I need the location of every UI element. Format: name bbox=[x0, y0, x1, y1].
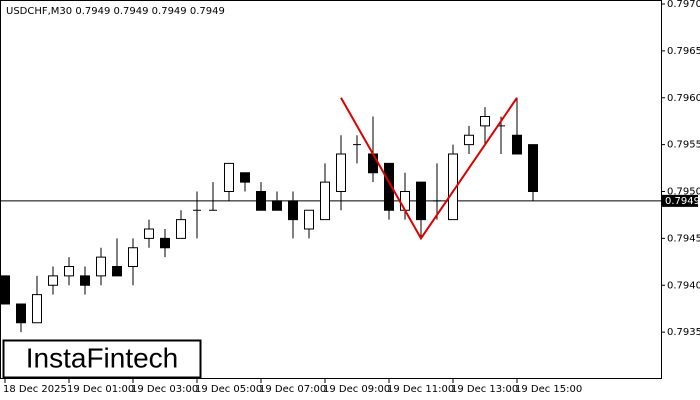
candle-body bbox=[464, 134, 474, 146]
watermark: InstaFintech bbox=[26, 342, 179, 373]
y-tick-label: 0.7970 bbox=[667, 0, 700, 10]
x-tick-label: 19 Dec 15:00 bbox=[515, 384, 582, 395]
candle-body bbox=[32, 294, 42, 324]
candle-body bbox=[512, 134, 522, 155]
plot-frame bbox=[0, 0, 662, 379]
candle-body bbox=[384, 162, 394, 211]
pattern-line bbox=[340, 97, 518, 241]
x-tick-label: 19 Dec 01:00 bbox=[67, 384, 134, 395]
watermark-box bbox=[2, 339, 202, 379]
candle-body bbox=[528, 144, 538, 192]
candle-body bbox=[176, 219, 186, 239]
candle-body bbox=[96, 256, 106, 277]
candle-body bbox=[80, 275, 90, 286]
candle-body bbox=[416, 181, 426, 221]
candle-body bbox=[64, 266, 74, 277]
candle-body bbox=[144, 228, 154, 239]
candle-body bbox=[272, 200, 282, 211]
candle-body bbox=[480, 116, 490, 127]
y-tick-label: 0.7945 bbox=[667, 233, 700, 244]
x-tick-label: 19 Dec 09:00 bbox=[323, 384, 390, 395]
y-tick-label: 0.7965 bbox=[667, 46, 700, 57]
y-tick-label: 0.7960 bbox=[667, 93, 700, 104]
candle-body bbox=[256, 191, 266, 211]
x-tick-label: 19 Dec 03:00 bbox=[131, 384, 198, 395]
candle-body bbox=[400, 191, 410, 211]
candle-body bbox=[160, 237, 170, 249]
candle-body bbox=[240, 172, 250, 183]
candle-body bbox=[336, 153, 346, 192]
candle-body bbox=[128, 247, 138, 267]
y-tick-label: 0.7955 bbox=[667, 140, 700, 151]
candle-body bbox=[288, 200, 298, 221]
x-tick-label: 19 Dec 11:00 bbox=[387, 384, 454, 395]
candle-body bbox=[448, 153, 458, 221]
x-tick-label: 19 Dec 05:00 bbox=[195, 384, 262, 395]
y-tick-label: 0.7940 bbox=[667, 280, 700, 291]
candle-body bbox=[112, 266, 122, 277]
price-label: 0.7949 bbox=[665, 196, 700, 207]
x-tick-label: 19 Dec 07:00 bbox=[259, 384, 326, 395]
candle-body bbox=[320, 181, 330, 221]
chart-title: USDCHF,M30 0.7949 0.7949 0.7949 0.7949 bbox=[6, 6, 225, 17]
candle-body bbox=[16, 303, 26, 324]
candle-body bbox=[304, 209, 314, 230]
candle-body bbox=[368, 153, 378, 174]
y-tick-label: 0.7935 bbox=[667, 327, 700, 338]
x-tick-label: 19 Dec 13:00 bbox=[451, 384, 518, 395]
y-tick-label: 0.7950 bbox=[667, 187, 700, 198]
candle-body bbox=[48, 275, 58, 286]
price-label-box bbox=[662, 194, 698, 207]
x-tick-label: 18 Dec 2025 bbox=[3, 384, 67, 395]
candle-body bbox=[224, 162, 234, 192]
candle-body bbox=[0, 275, 10, 305]
